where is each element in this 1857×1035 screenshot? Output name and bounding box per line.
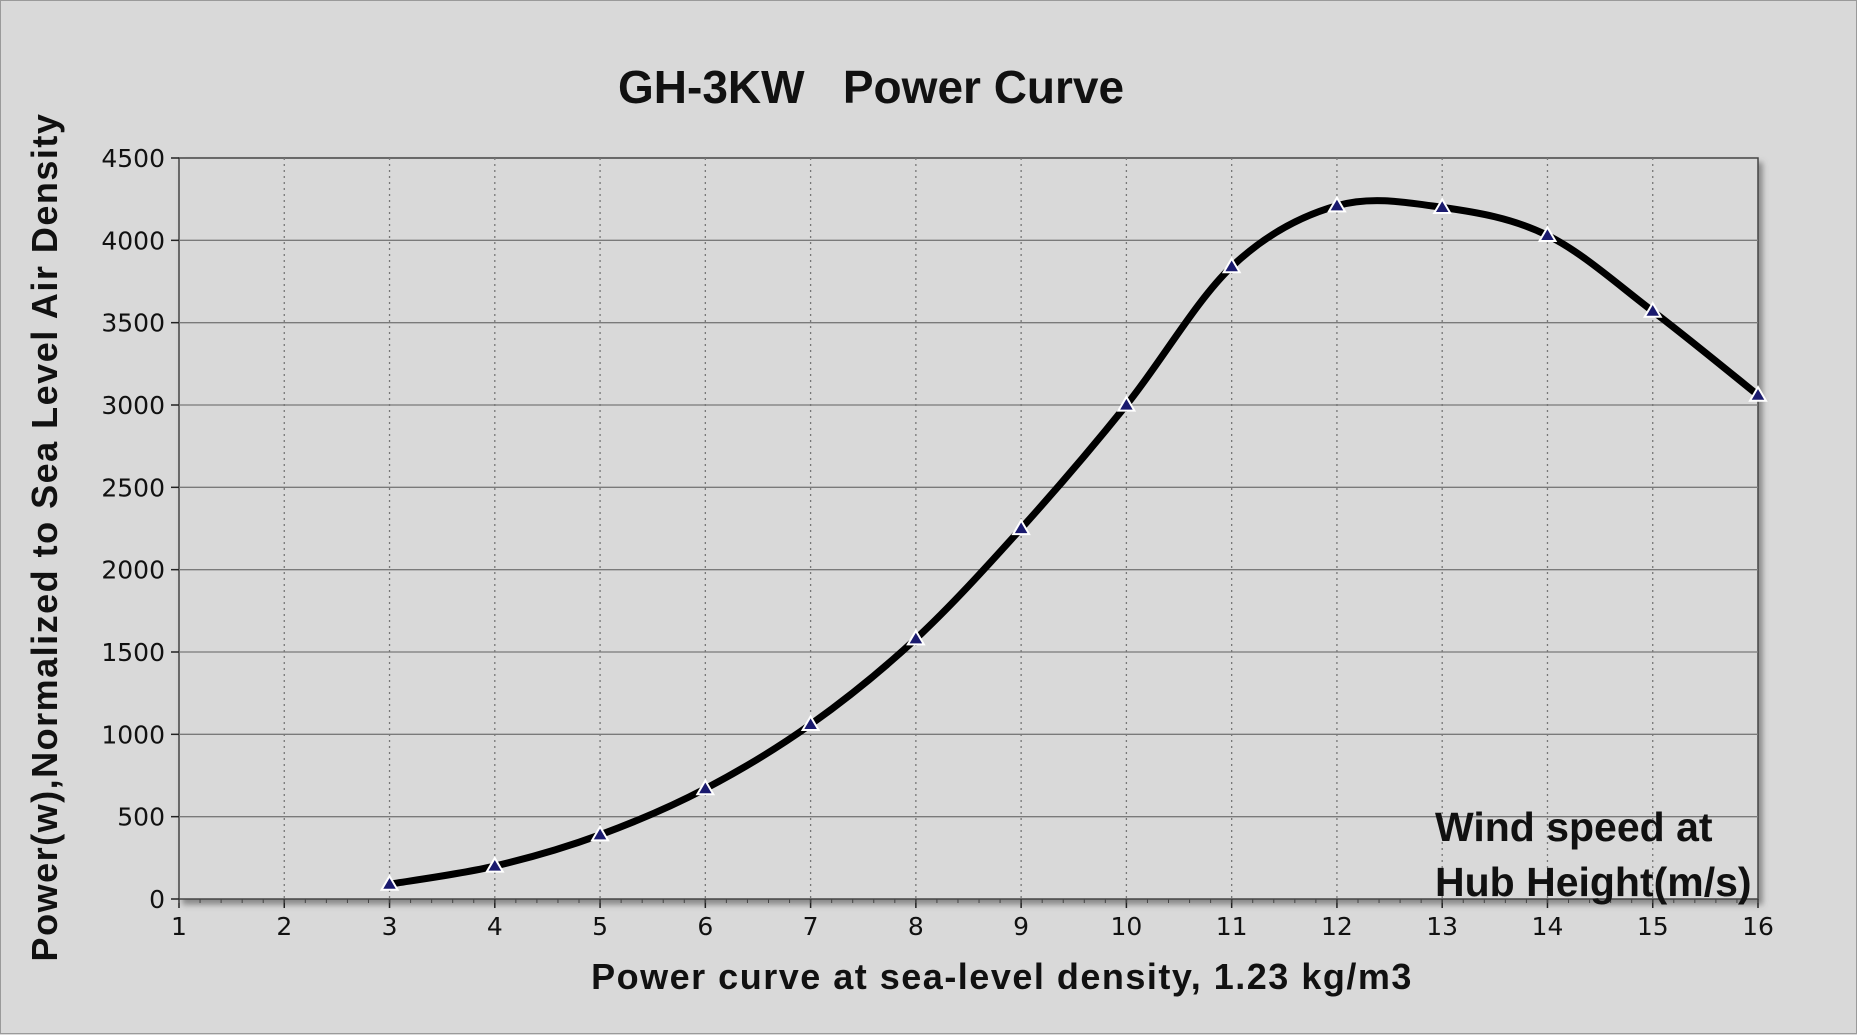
y-tick-label-3: 1500 (101, 638, 165, 667)
y-tick-label-6: 3000 (101, 391, 165, 420)
data-point-12 (1327, 195, 1347, 213)
data-point-7 (800, 714, 821, 732)
y-tick-label-5: 2500 (101, 473, 165, 502)
y-tick-label-2: 1000 (101, 720, 165, 749)
data-point-3 (379, 874, 400, 891)
data-point-11 (1221, 256, 1242, 274)
y-axis-label: Power(w),Normalized to Sea Level Air Den… (24, 113, 65, 962)
x-tick-label-11: 12 (1321, 912, 1353, 941)
data-point-5 (590, 824, 610, 842)
x-tick-label-2: 3 (382, 912, 398, 941)
x-tick-label-0: 1 (171, 912, 187, 941)
data-point-6 (695, 778, 716, 796)
x-tick-label-5: 6 (697, 912, 713, 941)
annotation-line-2: Hub Height(m/s) (1435, 859, 1752, 905)
chart-title: GH-3KW Power Curve (618, 61, 1124, 113)
x-tick-label-1: 2 (276, 912, 292, 941)
x-tick-label-9: 10 (1110, 912, 1142, 941)
x-tick-label-12: 13 (1426, 912, 1458, 941)
series-line-0 (386, 197, 1762, 888)
x-axis-label: Power curve at sea-level density, 1.23 k… (591, 956, 1413, 997)
annotation-line-1: Wind speed at (1435, 804, 1713, 850)
x-tick-label-13: 14 (1532, 912, 1564, 941)
data-point-14 (1537, 225, 1558, 242)
y-tick-label-1: 500 (117, 803, 165, 832)
x-tick-label-8: 9 (1013, 912, 1029, 941)
x-tick-label-3: 4 (487, 912, 503, 941)
data-point-15 (1642, 301, 1663, 318)
y-tick-label-8: 4000 (101, 226, 165, 255)
data-point-8 (906, 628, 926, 646)
plot-area (178, 157, 1759, 900)
y-tick-label-7: 3500 (101, 309, 165, 338)
data-point-10 (1116, 395, 1137, 412)
y-tick-label-4: 2000 (101, 556, 165, 585)
data-point-4 (485, 856, 505, 873)
data-point-9 (1011, 518, 1031, 536)
x-tick-label-14: 15 (1637, 912, 1669, 941)
y-tick-label-0: 0 (149, 885, 165, 914)
x-tick-label-7: 8 (908, 912, 924, 941)
x-tick-label-10: 11 (1216, 912, 1248, 941)
data-point-16 (1748, 385, 1768, 402)
x-tick-label-6: 7 (803, 912, 819, 941)
x-tick-label-15: 16 (1742, 912, 1774, 941)
data-point-13 (1432, 197, 1452, 214)
x-tick-label-4: 5 (592, 912, 608, 941)
y-tick-label-9: 4500 (101, 144, 165, 173)
